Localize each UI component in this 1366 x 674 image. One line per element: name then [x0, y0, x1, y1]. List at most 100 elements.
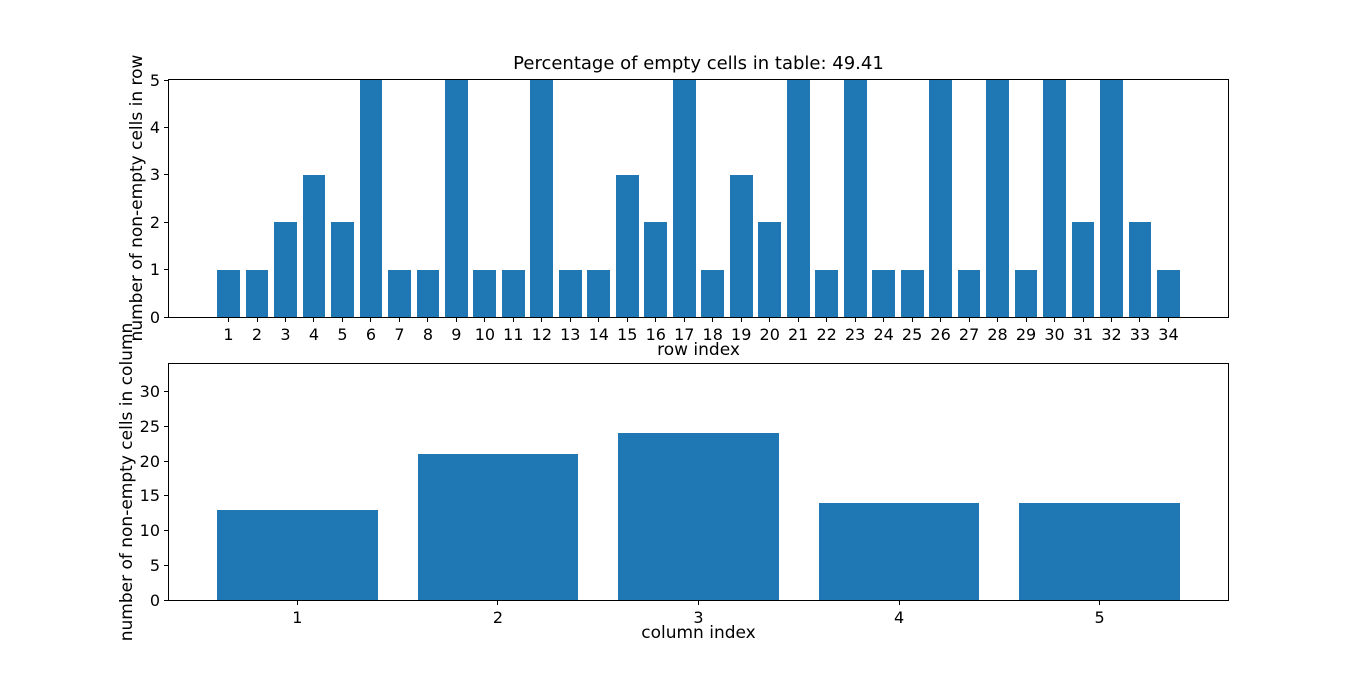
y-tick-mark — [164, 599, 168, 601]
x-tick-mark — [497, 601, 499, 605]
x-tick-label: 26 — [930, 325, 951, 344]
x-tick-mark — [1082, 318, 1084, 322]
x-tick-mark — [598, 318, 600, 322]
x-tick-mark — [1025, 318, 1027, 322]
rows-chart-bar-9 — [445, 80, 468, 317]
x-tick-label: 28 — [987, 325, 1008, 344]
x-tick-label: 2 — [492, 608, 504, 627]
y-tick-mark — [164, 425, 168, 427]
rows-chart-bar-24 — [872, 269, 896, 317]
x-tick-label: 23 — [844, 325, 866, 344]
x-tick-label: 8 — [422, 325, 433, 344]
x-tick-label: 14 — [588, 325, 609, 344]
x-tick-mark — [1139, 318, 1141, 322]
bottom-chart-plot-area: 1 2 3 4 5 0 5 10 15 20 25 30 — [140, 363, 1229, 627]
x-tick-label: 20 — [759, 325, 780, 344]
rows-chart-bar-4 — [302, 174, 326, 317]
rows-chart-bar-29 — [1014, 269, 1038, 317]
x-tick-mark — [911, 318, 913, 322]
columns-chart-bar-3 — [618, 433, 779, 600]
y-tick-mark — [164, 564, 168, 566]
x-tick-mark — [427, 318, 429, 322]
x-tick-label: 9 — [451, 325, 462, 344]
x-tick-mark — [284, 318, 286, 322]
rows-chart-bar-13 — [558, 269, 582, 317]
y-tick-mark — [164, 530, 168, 532]
x-tick-mark — [683, 318, 685, 322]
x-tick-mark — [854, 318, 856, 322]
y-tick-mark — [164, 269, 168, 271]
rows-chart-bar-1 — [217, 269, 240, 317]
x-tick-label: 24 — [873, 325, 894, 344]
x-tick-label: 4 — [893, 608, 905, 627]
x-tick-mark — [256, 318, 258, 322]
y-tick-label: 3 — [149, 165, 160, 185]
x-tick-label: 34 — [1158, 325, 1179, 344]
rows-chart-bar-10 — [473, 269, 497, 317]
x-tick-mark — [1111, 318, 1112, 322]
x-tick-label: 5 — [337, 325, 348, 344]
x-tick-mark — [826, 318, 828, 322]
rows-chart-bar-27 — [957, 269, 981, 317]
y-tick-label: 30 — [139, 382, 160, 402]
x-tick-label: 16 — [645, 325, 666, 344]
rows-chart-bar-3 — [274, 222, 297, 317]
y-tick-mark — [164, 391, 168, 393]
y-tick-label: 15 — [139, 486, 160, 506]
x-tick-mark — [626, 318, 628, 322]
rows-chart-bar-26 — [929, 80, 952, 317]
rows-chart-bar-14 — [587, 269, 611, 317]
x-tick-mark — [712, 318, 714, 322]
top-chart-title: Percentage of empty cells in table: 49.4… — [513, 53, 884, 74]
x-tick-mark — [370, 318, 372, 322]
rows-chart-bar-2 — [245, 269, 269, 317]
rows-chart-bar-12 — [530, 80, 554, 317]
x-tick-mark — [228, 318, 230, 322]
x-tick-label: 31 — [1072, 325, 1094, 344]
y-tick-label: 10 — [139, 521, 160, 541]
x-tick-label: 15 — [617, 325, 638, 344]
x-tick-label: 18 — [702, 325, 723, 344]
rows-chart-bar-8 — [416, 269, 440, 317]
x-tick-mark — [484, 318, 486, 322]
x-tick-mark — [968, 318, 970, 322]
y-tick-mark — [164, 174, 168, 176]
y-tick-label: 2 — [149, 212, 160, 232]
rows-chart-bar-5 — [331, 222, 354, 317]
x-tick-mark — [655, 318, 657, 322]
x-tick-label: 5 — [1094, 608, 1105, 627]
x-tick-label: 7 — [394, 325, 405, 344]
x-tick-label: 25 — [901, 325, 923, 344]
x-tick-label: 13 — [560, 325, 581, 344]
x-tick-mark — [698, 601, 699, 605]
rows-chart-bar-28 — [986, 80, 1009, 317]
y-tick-label: 25 — [139, 416, 160, 436]
x-tick-mark — [313, 318, 315, 322]
x-tick-mark — [541, 318, 543, 322]
x-tick-label: 3 — [280, 325, 291, 344]
x-tick-mark — [1167, 318, 1169, 322]
x-tick-mark — [940, 318, 942, 322]
y-tick-label: 1 — [149, 260, 160, 280]
x-tick-label: 19 — [731, 325, 752, 344]
rows-chart-bar-6 — [359, 80, 383, 317]
y-tick-label: 5 — [149, 555, 160, 575]
x-tick-label: 6 — [365, 325, 377, 344]
rows-chart-bar-11 — [501, 269, 525, 317]
x-tick-mark — [455, 318, 457, 322]
x-tick-mark — [512, 318, 514, 322]
rows-chart-bar-33 — [1128, 222, 1152, 317]
top-chart-y-axis-label: number of non-empty cells in row — [127, 54, 147, 342]
x-tick-label: 1 — [292, 608, 303, 627]
rows-chart-bar-16 — [644, 222, 668, 317]
y-tick-mark — [164, 460, 168, 462]
y-tick-label: 20 — [139, 451, 160, 471]
x-tick-label: 10 — [474, 325, 496, 344]
x-tick-mark — [1099, 601, 1101, 605]
y-tick-label: 0 — [149, 307, 160, 327]
bottom-chart-x-axis-label: column index — [641, 623, 756, 643]
y-tick-label: 4 — [149, 117, 160, 137]
y-tick-mark — [164, 316, 168, 318]
x-tick-mark — [398, 318, 400, 322]
